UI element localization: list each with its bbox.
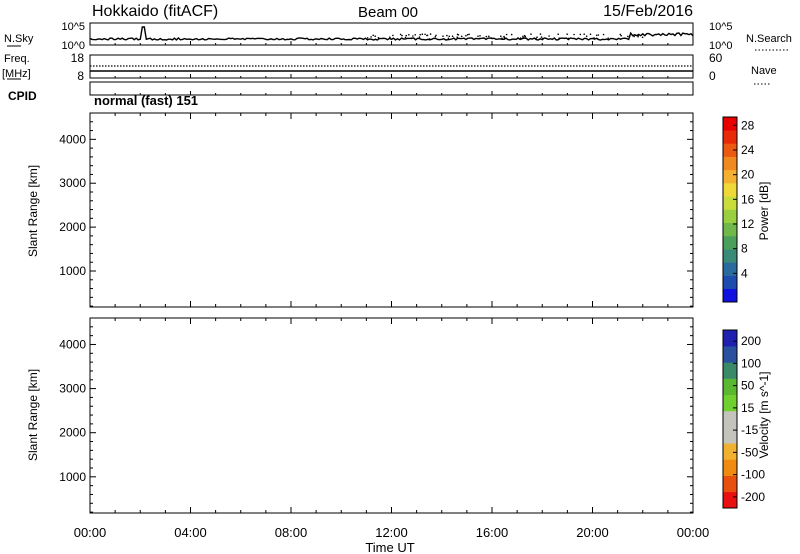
figure: Hokkaido (fitACF) Beam 00 15/Feb/2016 N.…: [2, 3, 792, 554]
